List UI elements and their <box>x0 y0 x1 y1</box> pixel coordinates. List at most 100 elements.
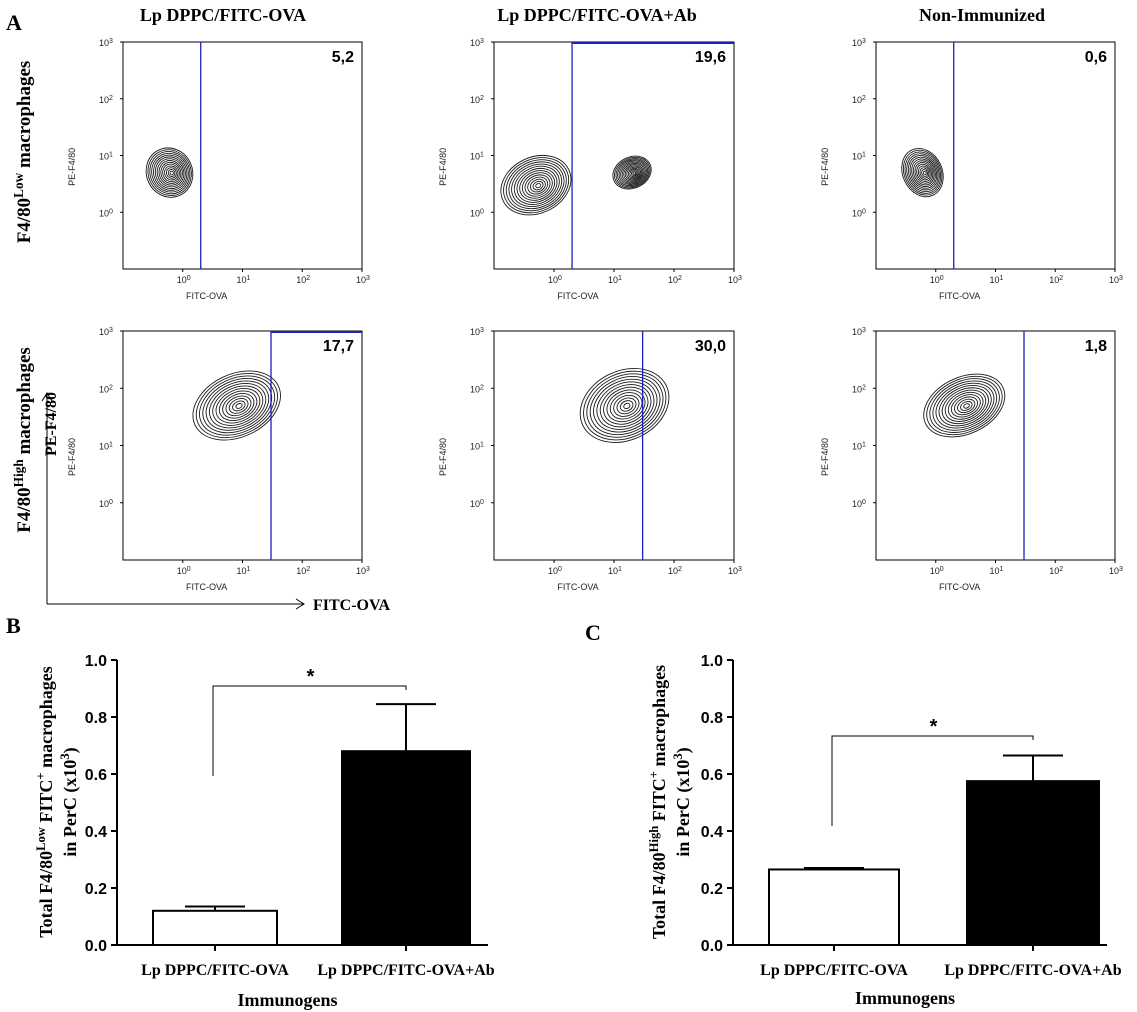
tick-base: 10 <box>177 275 187 285</box>
gate-percent-label: 19,6 <box>695 49 726 66</box>
y-tick-label: 101 <box>99 441 113 452</box>
tick-exp: 2 <box>306 566 310 573</box>
contour-level <box>901 148 944 198</box>
contour-level <box>950 394 981 418</box>
contour-level <box>627 167 640 179</box>
tick-base: 10 <box>99 208 109 218</box>
contour-level <box>619 400 634 412</box>
x-tick-label: 102 <box>296 275 310 286</box>
tick-exp: 0 <box>940 566 944 573</box>
text-part: macrophages <box>649 665 669 771</box>
y-tick-label: 0.2 <box>701 881 723 898</box>
tick-base: 10 <box>668 566 678 576</box>
contour-level <box>941 387 989 425</box>
tick-base: 10 <box>296 566 306 576</box>
axis-key-x-text: FITC-OVA <box>313 597 390 614</box>
tick-exp: 3 <box>366 275 370 282</box>
contour-level <box>158 160 183 186</box>
tick-base: 10 <box>296 275 306 285</box>
contour-lines <box>145 147 194 198</box>
row-label-1: F4/80Low macrophages <box>11 61 36 244</box>
tick-exp: 0 <box>480 208 484 215</box>
y-tick-label: 1.0 <box>85 653 107 670</box>
category-label: Lp DPPC/FITC-OVA+Ab <box>944 962 1121 979</box>
plot-y-label-text: PE-F4/80 <box>67 438 77 476</box>
tick-base: 10 <box>608 275 618 285</box>
plot-frame <box>122 41 363 270</box>
y-tick-label: 103 <box>470 38 484 49</box>
tick-base: 10 <box>852 442 862 452</box>
contour-plot-4: 100100101101102102103103FITC-OVAPE-F4/80… <box>67 327 370 593</box>
contour-level <box>164 165 179 181</box>
text-part: Total F4/80 <box>649 852 669 939</box>
x-tick-label: 103 <box>728 275 742 286</box>
plot-y-label: PE-F4/80 <box>67 438 77 476</box>
y-tick-label: 103 <box>852 38 866 49</box>
contour-level <box>929 378 1000 433</box>
x-tick-label: 101 <box>608 275 622 286</box>
tick-base: 10 <box>852 152 862 162</box>
bar-chart-b: 0.0 0.2 0.4 0.6 0.8 1.0 Lp DPPC/FITC-OVA Lp DPP… <box>34 653 495 1010</box>
tick-exp: 2 <box>109 94 113 101</box>
tick-exp: 2 <box>678 566 682 573</box>
tick-exp: 2 <box>109 384 113 391</box>
contour-lines <box>901 148 944 198</box>
x-tick-label: 100 <box>548 566 562 577</box>
tick-exp: 2 <box>1059 566 1063 573</box>
gate-percent-label: 1,8 <box>1085 338 1107 355</box>
tick-exp: 1 <box>247 566 251 573</box>
y-tick-label: 102 <box>99 384 113 395</box>
contour-level <box>957 398 976 414</box>
text-part: F4/80 <box>14 487 35 532</box>
x-tick-label: 100 <box>548 275 562 286</box>
row-label-text: F4/80High macrophages <box>11 347 36 533</box>
superscript: + <box>34 772 48 779</box>
y-tick-label: 0.4 <box>85 824 107 841</box>
axis-key-y-label: PE-F4/80 <box>43 392 60 456</box>
contour-level <box>167 169 176 177</box>
tick-exp: 1 <box>480 441 484 448</box>
x-tick-label: 101 <box>237 566 251 577</box>
contour-level <box>909 156 938 189</box>
tick-exp: 2 <box>1059 275 1063 282</box>
contour-level <box>147 149 192 196</box>
x-tick-label: 101 <box>990 566 1004 577</box>
x-tick-label: 100 <box>930 275 944 286</box>
contour-level <box>153 154 188 191</box>
tick-exp: 0 <box>187 275 191 282</box>
bar <box>966 780 1100 946</box>
contour-level <box>617 159 649 187</box>
contour-level <box>960 400 973 411</box>
tick-base: 10 <box>990 566 1000 576</box>
tick-exp: 2 <box>862 384 866 391</box>
tick-exp: 2 <box>306 275 310 282</box>
y-tick-label: 100 <box>470 498 484 509</box>
contour-level <box>906 153 940 193</box>
x-tick-label: 103 <box>356 275 370 286</box>
contour-level <box>500 154 572 216</box>
contour-level <box>154 156 186 190</box>
tick-exp: 2 <box>862 94 866 101</box>
tick-exp: 0 <box>109 208 113 215</box>
tick-base: 10 <box>470 327 480 337</box>
tick-base: 10 <box>1049 566 1059 576</box>
y-axis-label-line1: Total F4/80Low FITC+ macrophages <box>34 666 56 938</box>
plot-x-label: FITC-OVA <box>186 291 227 301</box>
tick-base: 10 <box>470 152 480 162</box>
contour-level <box>912 160 935 186</box>
tick-base: 10 <box>470 38 480 48</box>
contour-level <box>623 402 631 410</box>
contour-level <box>623 164 644 182</box>
x-tick-label: 103 <box>728 566 742 577</box>
tick-exp: 1 <box>480 151 484 158</box>
y-tick-label: 103 <box>99 38 113 49</box>
contour-level <box>145 147 194 198</box>
y-tick-label: 103 <box>99 327 113 338</box>
plot-y-label: PE-F4/80 <box>438 148 448 186</box>
contour-level <box>516 167 558 203</box>
plot-x-label: FITC-OVA <box>557 582 598 592</box>
tick-base: 10 <box>548 275 558 285</box>
contour-level <box>902 149 943 196</box>
tick-exp: 3 <box>480 38 484 45</box>
